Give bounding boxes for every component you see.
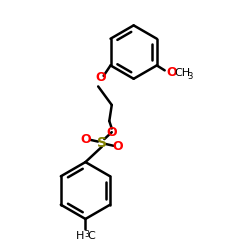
Text: O: O	[106, 126, 117, 139]
Text: O: O	[95, 71, 106, 84]
Text: O: O	[113, 140, 123, 153]
Text: 3: 3	[187, 72, 192, 80]
Text: O: O	[167, 66, 177, 79]
Text: CH: CH	[174, 68, 191, 78]
Text: C: C	[88, 231, 95, 241]
Text: S: S	[97, 136, 107, 150]
Text: H: H	[76, 231, 84, 241]
Text: 3: 3	[84, 230, 89, 238]
Text: O: O	[80, 132, 91, 145]
